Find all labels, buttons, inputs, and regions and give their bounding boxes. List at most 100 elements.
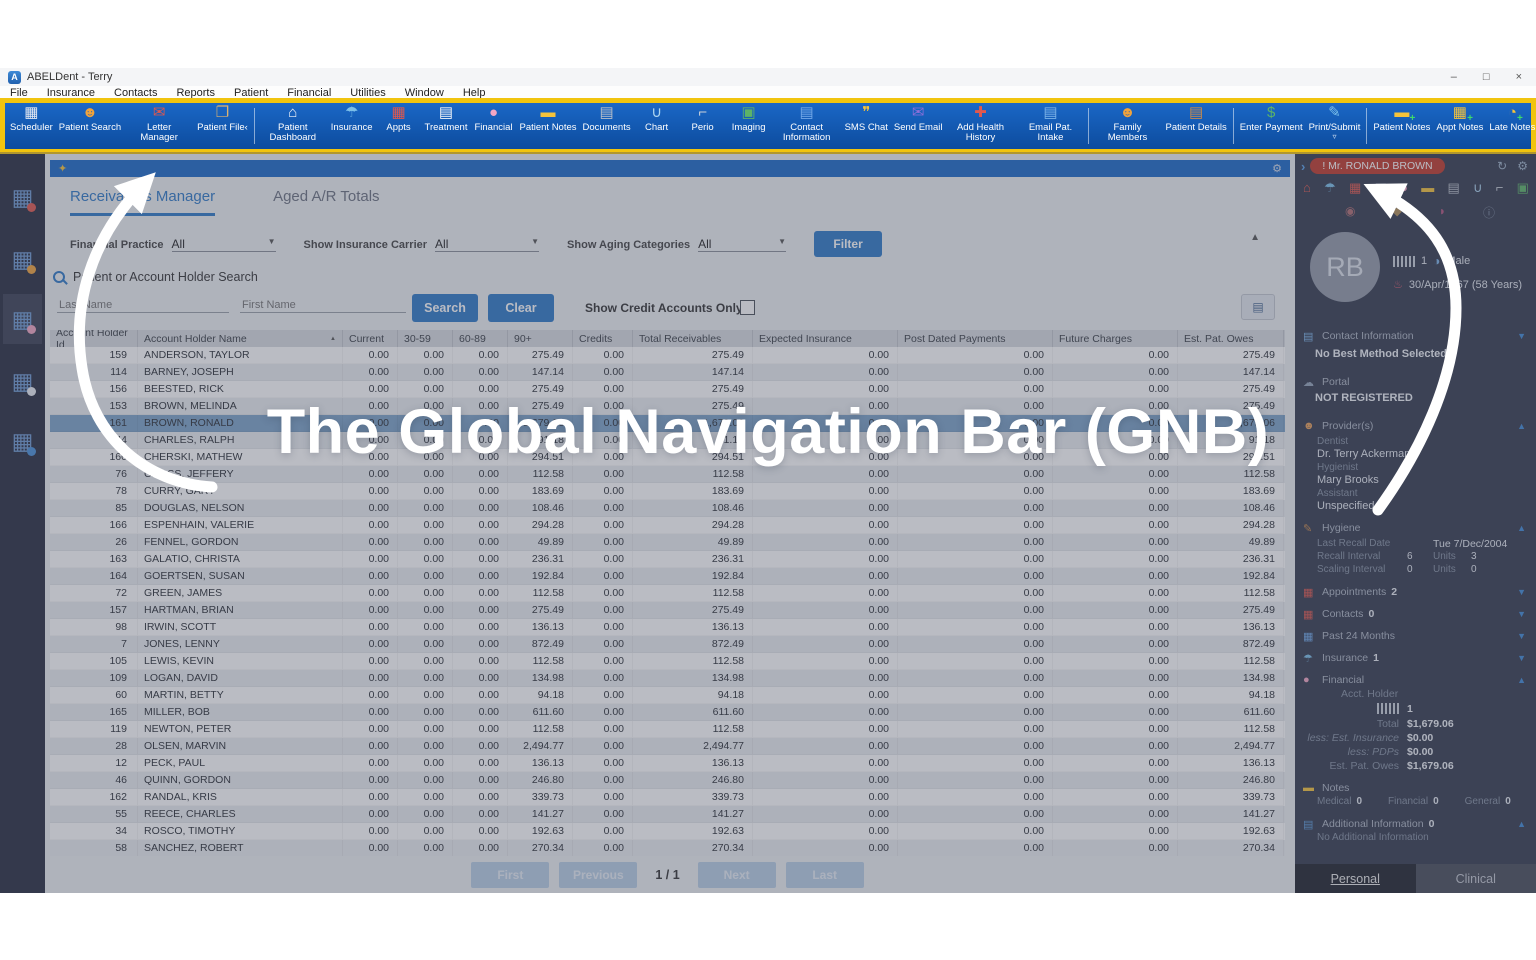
table-row[interactable]: 166 ESPENHAIN, VALERIE 0.00 0.00 0.00 294.28 0… xyxy=(50,517,1285,534)
column-header-30-59[interactable]: 30-59 xyxy=(398,330,453,347)
section-header-notes[interactable]: ▬ Notes xyxy=(1295,780,1536,796)
expand-panel-chevron-icon[interactable]: › xyxy=(1301,158,1306,174)
aging-categories-dropdown[interactable]: All ▼ xyxy=(698,236,787,252)
perio-probe-icon[interactable]: ⌐ xyxy=(1495,180,1504,195)
column-header-60-89[interactable]: 60-89 xyxy=(453,330,508,347)
gnb-item-enter-payment[interactable]: $ Enter Payment xyxy=(1237,104,1306,133)
gnb-item-insurance[interactable]: ☂ Insurance xyxy=(328,104,376,133)
chevron-down-icon[interactable]: ▼ xyxy=(1517,587,1526,597)
chevron-down-icon[interactable]: ▼ xyxy=(1517,609,1526,619)
table-row[interactable]: 60 MARTIN, BETTY 0.00 0.00 0.00 94.18 0.00 94.1… xyxy=(50,687,1285,704)
patient-info-icon[interactable]: ⓘ xyxy=(1482,206,1495,220)
menu-item-window[interactable]: Window xyxy=(404,87,444,99)
column-header-90-[interactable]: 90+ xyxy=(508,330,573,347)
menu-item-utilities[interactable]: Utilities xyxy=(350,87,386,99)
table-row[interactable]: 157 HARTMAN, BRIAN 0.00 0.00 0.00 275.49 0.00 2… xyxy=(50,602,1285,619)
gnb-item-patient-details[interactable]: ▤ Patient Details xyxy=(1162,104,1229,133)
piggy-bank-icon[interactable]: ● xyxy=(1400,180,1408,195)
pin-icon[interactable]: ✦ xyxy=(58,163,68,175)
clear-button[interactable]: Clear xyxy=(488,294,554,322)
table-row[interactable]: 85 DOUGLAS, NELSON 0.00 0.00 0.00 108.46 0.00 1… xyxy=(50,500,1285,517)
gnb-item-patient-search[interactable]: ☻ Patient Search xyxy=(56,104,124,133)
insurance-carrier-dropdown[interactable]: All ▼ xyxy=(435,236,540,252)
gnb-item-send-email[interactable]: ✉ Send Email xyxy=(891,104,946,133)
print-button[interactable]: ▤ xyxy=(1241,294,1275,320)
table-row[interactable]: 12 PECK, PAUL 0.00 0.00 0.00 136.13 0.00 136.13… xyxy=(50,755,1285,772)
gnb-item-letter-manager[interactable]: ✉ Letter Manager xyxy=(124,104,194,144)
gnb-item-contact-information[interactable]: ▤ Contact Information xyxy=(772,104,842,144)
gnb-item-patient-notes[interactable]: ▬ Patient Notes xyxy=(516,104,579,133)
table-row[interactable]: 163 GALATIO, CHRISTA 0.00 0.00 0.00 236.31 0.0… xyxy=(50,551,1285,568)
patient-name-pill[interactable]: ! Mr. RONALD BROWN xyxy=(1310,158,1445,174)
column-header-post-dated-payments[interactable]: Post Dated Payments xyxy=(898,330,1053,347)
menu-item-contacts[interactable]: Contacts xyxy=(114,87,158,99)
gnb-item-late-notes[interactable]: ◔ + Late Notes xyxy=(1486,104,1536,133)
gnb-item-add-health-history[interactable]: ✚ Add Health History xyxy=(945,104,1015,144)
table-row[interactable]: 44 CHARLES, RALPH 0.00 0.00 0.00 91.18 0.00 91.… xyxy=(50,432,1285,449)
health-alert-icon[interactable]: ◆ xyxy=(1392,204,1402,218)
table-row[interactable]: 76 CROSS, JEFFERY 0.00 0.00 0.00 112.58 0.00 11… xyxy=(50,466,1285,483)
gnb-item-email-pat-intake[interactable]: ▤ Email Pat. Intake xyxy=(1015,104,1085,144)
gnb-item-print-submit[interactable]: ✎ Print/Submit ▿ xyxy=(1306,104,1364,141)
table-row[interactable]: 55 REECE, CHARLES 0.00 0.00 0.00 141.27 0.00 14… xyxy=(50,806,1285,823)
chevron-down-icon[interactable]: ▼ xyxy=(1517,653,1526,663)
previous-page-button[interactable]: Previous xyxy=(559,862,638,888)
section-header-addinfo[interactable]: ▤ Additional Information 0 ▲ xyxy=(1295,816,1536,832)
section-header-portal[interactable]: ☁ Portal xyxy=(1295,374,1536,390)
section-header-hygiene[interactable]: ✎ Hygiene ▲ xyxy=(1295,520,1536,536)
chevron-up-icon[interactable]: ▲ xyxy=(1517,675,1526,685)
column-header-future-charges[interactable]: Future Charges xyxy=(1053,330,1178,347)
last-name-input[interactable] xyxy=(57,298,229,313)
collapse-filters-chevron-icon[interactable]: ▲ xyxy=(1250,232,1260,243)
section-header-contact[interactable]: ▤ Contact Information ▼ xyxy=(1295,328,1536,344)
tab-receivables-manager[interactable]: Receivables Manager xyxy=(70,188,216,216)
gear-icon[interactable]: ⚙ xyxy=(1517,159,1528,173)
table-row[interactable]: 164 GOERTSEN, SUSAN 0.00 0.00 0.00 192.84 0.00… xyxy=(50,568,1285,585)
gnb-item-patient-notes[interactable]: ▬ + Patient Notes xyxy=(1370,104,1433,133)
gnb-item-family-members[interactable]: ☻ Family Members xyxy=(1092,104,1162,144)
imaging-icon[interactable]: ▣ xyxy=(1516,180,1529,195)
sidebar-report-person-icon[interactable]: ▦ xyxy=(3,234,42,284)
search-button[interactable]: Search xyxy=(412,294,478,322)
column-header-est-pat-owes[interactable]: Est. Pat. Owes xyxy=(1178,330,1284,347)
chevron-up-icon[interactable]: ▲ xyxy=(1517,421,1526,431)
umbrella-icon[interactable]: ☂ xyxy=(1324,180,1336,195)
last-page-button[interactable]: Last xyxy=(785,862,864,888)
section-header-past24[interactable]: ▦ Past 24 Months ▼ xyxy=(1295,628,1536,644)
column-header-current[interactable]: Current xyxy=(343,330,398,347)
minimize-button[interactable]: – xyxy=(1450,71,1457,83)
gnb-item-documents[interactable]: ▤ Documents xyxy=(580,104,634,133)
note-icon[interactable]: ▬ xyxy=(1421,180,1435,195)
table-row[interactable]: 161 BROWN, RONALD 0.00 0.00 0.00 1,679.06 0.00… xyxy=(50,415,1285,432)
menu-item-insurance[interactable]: Insurance xyxy=(46,87,96,99)
chevron-down-icon[interactable]: ▼ xyxy=(1517,631,1526,641)
gnb-item-patient-dashboard[interactable]: ⌂ Patient Dashboard xyxy=(258,104,328,144)
gnb-item-financial[interactable]: ● Financial xyxy=(470,104,516,133)
table-row[interactable]: 28 OLSEN, MARVIN 0.00 0.00 0.00 2,494.77 0.00 2… xyxy=(50,738,1285,755)
section-header-contacts[interactable]: ▦ Contacts 0 ▼ xyxy=(1295,606,1536,622)
tooth-icon[interactable]: ∪ xyxy=(1473,180,1483,195)
column-header-credits[interactable]: Credits xyxy=(573,330,633,347)
column-header-total-receivables[interactable]: Total Receivables xyxy=(633,330,753,347)
section-header-appointments[interactable]: ▦ Appointments 2 ▼ xyxy=(1295,584,1536,600)
table-row[interactable]: 160 CHERSKI, MATHEW 0.00 0.00 0.00 294.51 0.00… xyxy=(50,449,1285,466)
panel-gear-icon[interactable]: ⚙ xyxy=(1272,163,1282,175)
table-row[interactable]: 58 SANCHEZ, ROBERT 0.00 0.00 0.00 270.34 0.00 2… xyxy=(50,840,1285,856)
patient-tab-personal[interactable]: Personal xyxy=(1295,864,1416,893)
patient-tab-clinical[interactable]: Clinical xyxy=(1415,864,1536,893)
menu-item-help[interactable]: Help xyxy=(462,87,486,99)
chevron-up-icon[interactable]: ▲ xyxy=(1517,523,1526,533)
table-row[interactable]: 7 JONES, LENNY 0.00 0.00 0.00 872.49 0.00 872.4… xyxy=(50,636,1285,653)
calendar-icon[interactable]: ▦ xyxy=(1349,180,1362,195)
close-button[interactable]: × xyxy=(1515,71,1522,83)
gnb-item-treatment[interactable]: ▤ Treatment xyxy=(422,104,471,133)
table-row[interactable]: 159 ANDERSON, TAYLOR 0.00 0.00 0.00 275.49 0.0… xyxy=(50,347,1285,364)
table-row[interactable]: 46 QUINN, GORDON 0.00 0.00 0.00 246.80 0.00 246… xyxy=(50,772,1285,789)
gnb-item-chart[interactable]: ∪ Chart xyxy=(634,104,680,133)
table-row[interactable]: 105 LEWIS, KEVIN 0.00 0.00 0.00 112.58 0.00 112… xyxy=(50,653,1285,670)
tab-aged-a-r-totals[interactable]: Aged A/R Totals xyxy=(273,188,380,205)
table-row[interactable]: 78 CURRY, GARY 0.00 0.00 0.00 183.69 0.00 183.6… xyxy=(50,483,1285,500)
first-page-button[interactable]: First xyxy=(471,862,550,888)
menu-item-file[interactable]: File xyxy=(10,87,28,99)
first-name-input[interactable] xyxy=(240,298,406,313)
